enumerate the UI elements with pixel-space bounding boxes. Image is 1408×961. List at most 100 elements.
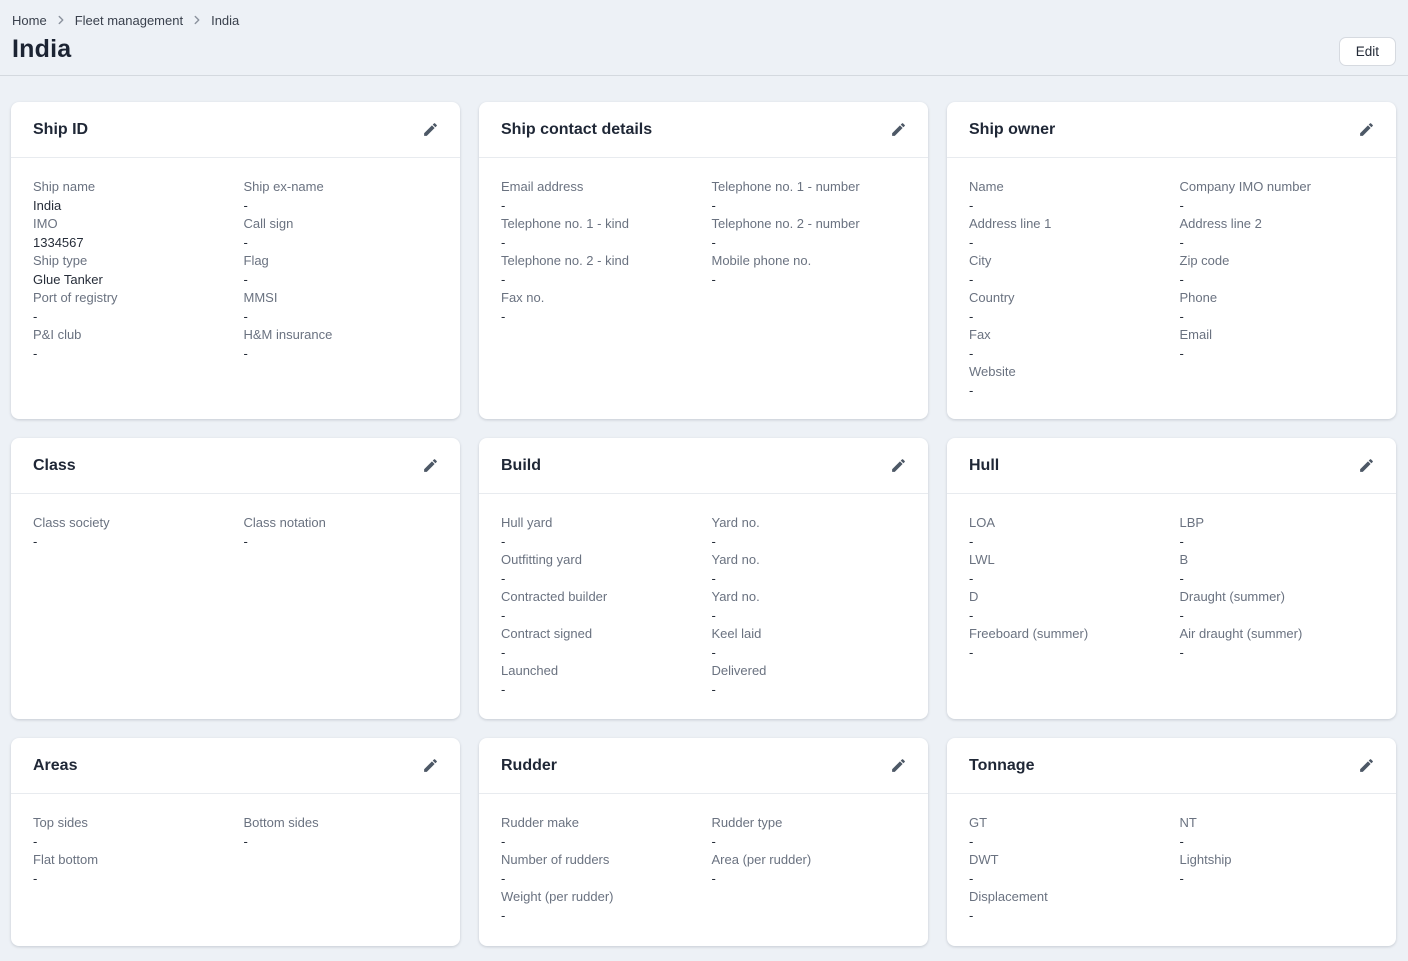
field-label: Website <box>969 364 1016 379</box>
field-value: - <box>711 272 716 287</box>
field-value: - <box>1179 645 1184 660</box>
field-value: - <box>1179 272 1184 287</box>
field-label: Port of registry <box>33 290 118 305</box>
field-value: - <box>243 534 248 549</box>
edit-button[interactable]: Edit <box>1338 37 1396 66</box>
field-value: - <box>33 871 38 886</box>
card-title: Rudder <box>501 756 557 774</box>
card-header: Build <box>479 438 928 494</box>
card-body: GT - NT - DWT - Lightship - Displacement… <box>947 794 1396 943</box>
card-edit-button[interactable] <box>416 116 444 144</box>
card-edit-button[interactable] <box>884 752 912 780</box>
card-title: Tonnage <box>969 756 1035 774</box>
field-label: DWT <box>969 852 999 867</box>
field-value: - <box>501 645 506 660</box>
field: Top sides - <box>33 813 228 850</box>
field-label: Class society <box>33 515 110 530</box>
card-edit-button[interactable] <box>1352 752 1380 780</box>
field: DWT - <box>969 850 1164 887</box>
field: Country - <box>969 288 1164 325</box>
field-label: Ship ex-name <box>243 179 324 194</box>
field: Area (per rudder) - <box>712 850 907 887</box>
field-value: - <box>501 534 506 549</box>
card-title: Class <box>33 456 76 474</box>
field-label: H&M insurance <box>243 327 333 342</box>
field: Launched - <box>501 661 696 698</box>
pencil-icon <box>1358 457 1375 474</box>
breadcrumb-item-home[interactable]: Home <box>12 12 47 28</box>
field: Class notation - <box>244 513 439 550</box>
field-label: Fax no. <box>501 290 545 305</box>
card-title: Ship ID <box>33 120 89 138</box>
field-label: Telephone no. 2 - kind <box>501 253 629 268</box>
field-value: - <box>711 235 716 250</box>
field: Phone - <box>1180 288 1375 325</box>
card-header: Tonnage <box>947 738 1396 794</box>
cards-grid: Ship ID Ship name India Ship ex-name - I… <box>0 76 1408 961</box>
pencil-icon <box>1358 757 1375 774</box>
field-label: City <box>969 253 992 268</box>
field: Yard no. - <box>712 513 907 550</box>
field-value: - <box>243 235 248 250</box>
card-edit-button[interactable] <box>416 752 444 780</box>
field: B - <box>1180 550 1375 587</box>
field: Ship type Glue Tanker <box>33 251 228 288</box>
card-edit-button[interactable] <box>416 452 444 480</box>
breadcrumb-item-current: India <box>211 12 240 28</box>
card-edit-button[interactable] <box>884 116 912 144</box>
field-label: D <box>969 589 979 604</box>
card-areas: Areas Top sides - Bottom sides - Flat bo… <box>11 738 460 946</box>
field: Name - <box>969 177 1164 214</box>
pencil-icon <box>422 121 439 138</box>
card-header: Ship owner <box>947 102 1396 158</box>
chevron-right-icon <box>190 13 204 27</box>
field: MMSI - <box>244 288 439 325</box>
field: Port of registry - <box>33 288 228 325</box>
field-value: India <box>33 198 62 213</box>
field: Draught (summer) - <box>1180 587 1375 624</box>
field-label: Call sign <box>243 216 294 231</box>
field-label: Telephone no. 2 - number <box>711 216 860 231</box>
field: Yard no. - <box>712 550 907 587</box>
field-label: Address line 1 <box>969 216 1052 231</box>
field: Fax - <box>969 325 1164 362</box>
field: Flat bottom - <box>33 850 228 887</box>
field: Mobile phone no. - <box>712 251 907 288</box>
field: Keel laid - <box>712 624 907 661</box>
card-title: Hull <box>969 456 1000 474</box>
field-value: - <box>33 534 38 549</box>
field-label: Top sides <box>33 815 88 830</box>
breadcrumb-item-fleet-management[interactable]: Fleet management <box>74 12 184 28</box>
field-label: Zip code <box>1179 253 1230 268</box>
field-label: Delivered <box>711 663 767 678</box>
card-header: Areas <box>11 738 460 794</box>
card-build: Build Hull yard - Yard no. - Outfitting … <box>479 438 928 719</box>
field-label: Company IMO number <box>1179 179 1312 194</box>
field: GT - <box>969 813 1164 850</box>
field: Email address - <box>501 177 696 214</box>
field-value: - <box>1179 346 1184 361</box>
field-label: GT <box>969 815 988 830</box>
field-value: - <box>969 871 974 886</box>
card-edit-button[interactable] <box>1352 452 1380 480</box>
field-value: - <box>501 309 506 324</box>
card-header: Ship ID <box>11 102 460 158</box>
field-label: Name <box>969 179 1004 194</box>
field: Address line 1 - <box>969 214 1164 251</box>
field-value: Glue Tanker <box>33 272 103 287</box>
field: P&I club - <box>33 325 228 362</box>
field: Freeboard (summer) - <box>969 624 1164 661</box>
card-edit-button[interactable] <box>884 452 912 480</box>
field: Email - <box>1180 325 1375 362</box>
field-label: Contract signed <box>501 626 593 641</box>
field-value: - <box>501 571 506 586</box>
field-label: Yard no. <box>711 515 760 530</box>
field-value: - <box>501 198 506 213</box>
field: Contract signed - <box>501 624 696 661</box>
card-edit-button[interactable] <box>1352 116 1380 144</box>
field: LOA - <box>969 513 1164 550</box>
field: H&M insurance - <box>244 325 439 362</box>
card-title: Areas <box>33 756 78 774</box>
field: Contracted builder - <box>501 587 696 624</box>
card-body: Name - Company IMO number - Address line… <box>947 158 1396 418</box>
